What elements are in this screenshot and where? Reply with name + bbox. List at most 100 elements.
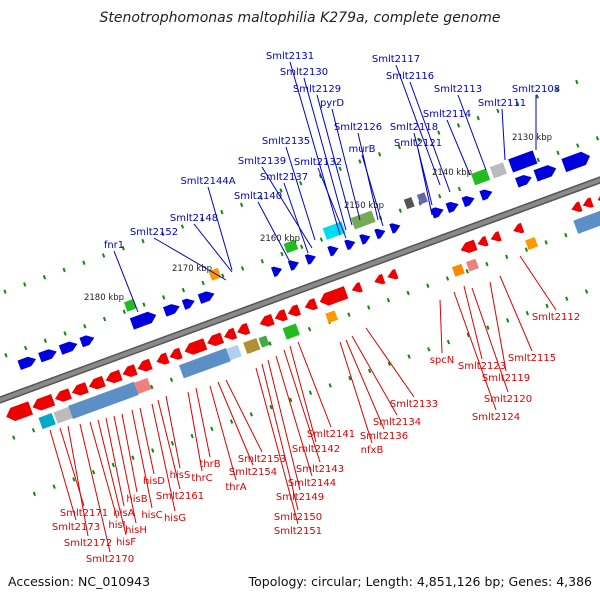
track-dot	[308, 390, 313, 395]
track-dot	[269, 404, 273, 410]
reverse-gene-label: hisD	[143, 476, 165, 487]
forward-leader-line	[261, 166, 313, 249]
forward-leader-line	[413, 132, 433, 206]
misc-feature-box	[403, 197, 415, 210]
forward-leader-line	[257, 201, 291, 263]
forward-gene-arrow	[430, 207, 444, 219]
forward-gene-arrow	[163, 304, 180, 317]
forward-gene-label: Smlt2129	[293, 84, 341, 95]
forward-leader-line	[501, 108, 506, 161]
gene-features	[6, 150, 600, 430]
forward-leader-line	[113, 250, 139, 313]
reverse-gene-label: Smlt2143	[296, 464, 344, 475]
reverse-leader-line	[195, 387, 211, 458]
reverse-leader-line	[351, 335, 398, 416]
forward-gene-label: Smlt2139	[238, 156, 286, 167]
reverse-leader-line	[217, 381, 254, 466]
ruler-label: 2140 kbp	[432, 168, 472, 178]
reverse-gene-arrow	[477, 235, 489, 247]
map-title: Stenotrophomonas maltophilia K279a, comp…	[99, 10, 501, 26]
track-dot	[406, 290, 410, 296]
gene-label-lines	[49, 61, 557, 553]
forward-leader-line	[193, 223, 233, 273]
forward-leader-line	[289, 61, 341, 236]
forward-gene-label: Smlt2126	[334, 122, 382, 133]
track-dot	[142, 302, 146, 307]
reverse-gene-label: hisB	[126, 494, 147, 505]
track-dot	[377, 152, 382, 157]
reverse-gene-label: Smlt2170	[86, 554, 134, 565]
reverse-gene-label: Smlt2120	[484, 394, 532, 405]
reverse-gene-label: thrA	[225, 482, 246, 493]
track-dot	[505, 318, 510, 323]
reverse-leader-line	[151, 403, 176, 512]
reverse-leader-line	[489, 281, 507, 372]
reverse-gene-label: nfxB	[361, 445, 384, 456]
misc-feature-box	[325, 310, 339, 324]
misc-feature-box	[68, 381, 139, 420]
reverse-gene-label: Smlt2171	[60, 508, 108, 519]
forward-gene-label: Smlt2114	[423, 109, 471, 120]
reverse-gene-label: Smlt2150	[274, 512, 322, 523]
track-dot	[358, 159, 362, 164]
reverse-leader-line	[499, 275, 533, 352]
forward-gene-label: Smlt2111	[478, 98, 526, 109]
reverse-gene-label: Smlt2112	[532, 312, 580, 323]
misc-feature-box	[416, 192, 428, 205]
reverse-gene-arrow	[319, 286, 349, 306]
forward-gene-arrow	[181, 298, 195, 310]
reverse-gene-arrow	[137, 358, 153, 372]
track-dot	[328, 383, 332, 388]
reverse-leader-line	[267, 359, 301, 491]
reverse-gene-arrow	[6, 401, 34, 422]
track-dot	[101, 253, 106, 258]
track-dot	[465, 269, 469, 274]
track-dot	[161, 231, 165, 237]
forward-gene-label: fnr1	[104, 240, 124, 251]
reverse-gene-arrow	[237, 322, 251, 335]
track-dot	[151, 448, 155, 453]
reverse-leader-line	[113, 415, 137, 524]
reverse-gene-arrow	[224, 327, 238, 340]
reverse-gene-label: hisI	[108, 520, 125, 531]
topology-summary: Topology: circular; Length: 4,851,126 bp…	[248, 574, 592, 589]
track-dot	[279, 188, 283, 193]
track-dot	[505, 254, 509, 260]
ruler-label: 2160 kbp	[260, 234, 300, 244]
forward-leader-line	[409, 81, 451, 193]
track-dot	[466, 332, 470, 338]
track-dot	[180, 224, 185, 229]
forward-gene-label: pyrD	[320, 98, 344, 109]
forward-gene-label: Smlt2121	[394, 138, 442, 149]
forward-gene-arrow	[17, 356, 37, 370]
reverse-gene-arrow	[71, 382, 89, 396]
track-dot	[397, 144, 401, 150]
forward-leader-line	[361, 154, 384, 227]
track-dot	[289, 397, 293, 403]
ruler-label: 2180 kbp	[84, 293, 124, 303]
reverse-gene-arrow	[207, 332, 225, 346]
track-dot	[535, 94, 539, 99]
reverse-leader-line	[261, 363, 299, 511]
forward-leader-line	[457, 94, 487, 171]
track-dot	[556, 150, 560, 156]
forward-gene-label: Smlt2144A	[180, 176, 235, 187]
forward-gene-arrow	[561, 151, 591, 173]
track-dot	[150, 384, 154, 390]
track-dot	[536, 157, 540, 163]
forward-gene-arrow	[461, 196, 475, 208]
track-dot	[407, 354, 411, 359]
forward-gene-label: Smlt2132	[294, 157, 342, 168]
track-dot	[43, 338, 48, 343]
forward-leader-line	[303, 77, 347, 231]
misc-feature-box	[226, 344, 242, 361]
track-dot	[220, 209, 224, 215]
reverse-leader-line	[121, 413, 138, 493]
track-dot	[427, 347, 431, 352]
forward-gene-label: Smlt2135	[262, 136, 310, 147]
forward-gene-arrow	[445, 201, 459, 213]
reverse-gene-arrow	[374, 273, 386, 285]
forward-leader-line	[395, 64, 441, 186]
forward-gene-label: Smlt2116	[386, 71, 434, 82]
reverse-leader-line	[187, 391, 203, 472]
